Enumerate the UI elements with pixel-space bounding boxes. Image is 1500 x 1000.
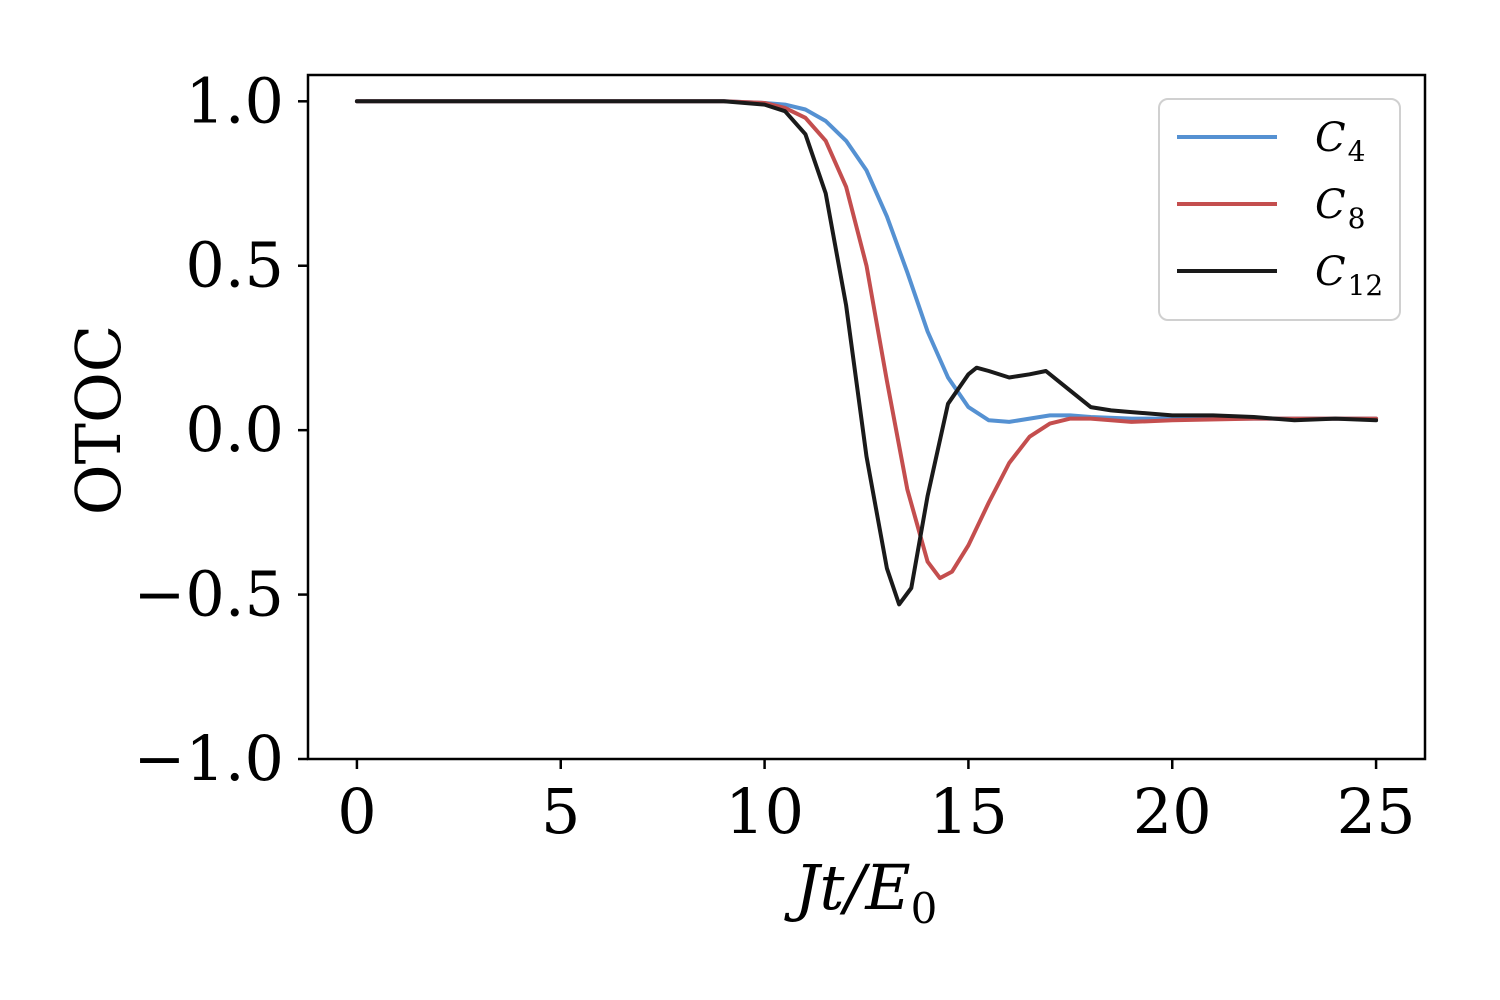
y-tick-label: 1.0 [185,64,284,137]
legend: C4 C8 C12 [1158,98,1401,321]
x-tick-label: 0 [337,775,376,848]
y-axis: 1.0 0.5 0.0 −0.5 −1.0 [133,64,308,795]
legend-entries: C4 C8 C12 [1177,115,1383,302]
x-axis: 0 5 10 15 20 25 [337,759,1416,848]
y-tick-label: −0.5 [133,558,284,631]
x-axis-label-sub: 0 [911,884,938,933]
legend-label-c8: C8 [1315,182,1365,235]
x-axis-label: Jt/E0 [784,851,938,933]
plot-frame [306,73,1427,761]
x-tick-label: 20 [1133,775,1212,848]
y-axis-label: OTOC [62,325,135,515]
y-tick-label: −1.0 [133,722,284,795]
series-line-c4 [354,99,1379,424]
y-tick-label: 0.0 [185,393,284,466]
x-tick-label: 15 [929,775,1008,848]
x-tick-label: 5 [541,775,580,848]
series-line-c12 [354,99,1379,607]
x-tick-label: 25 [1337,775,1416,848]
x-tick-label: 10 [725,775,804,848]
legend-label-c12: C12 [1315,249,1383,302]
series-layer [354,99,1379,607]
x-axis-label-main: Jt/E [784,851,911,924]
series-line-c8 [354,99,1379,581]
legend-label-c4: C4 [1315,115,1365,168]
legend-box [1158,98,1401,321]
y-tick-label: 0.5 [185,229,284,302]
